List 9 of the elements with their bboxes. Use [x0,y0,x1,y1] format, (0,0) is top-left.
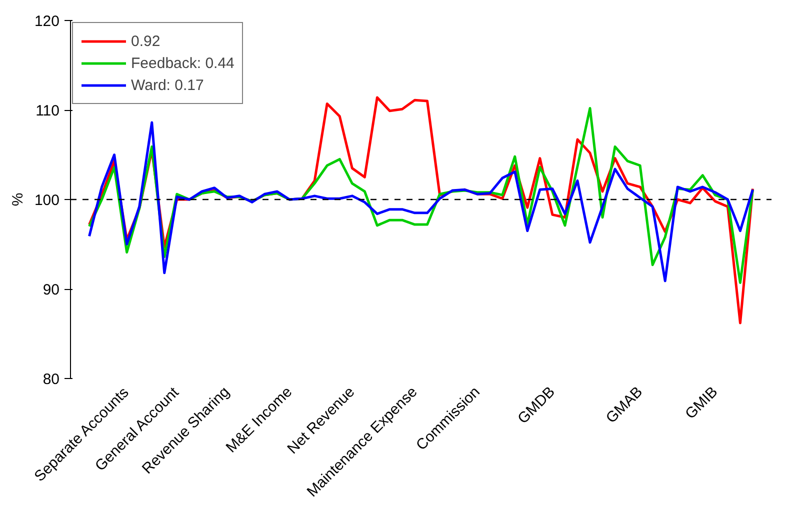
legend-label: Ward: 0.17 [131,76,204,94]
y-tick-label: 110 [36,102,60,120]
y-tick-label: 90 [42,282,60,298]
y-tick-label: 100 [34,192,60,209]
y-axis-title: % [9,192,26,206]
legend-label: 0.92 [131,32,160,50]
legend-label: Feedback: 0.44 [131,54,234,72]
y-tick-label: 80 [42,371,60,388]
y-tick-label: 120 [34,13,60,30]
